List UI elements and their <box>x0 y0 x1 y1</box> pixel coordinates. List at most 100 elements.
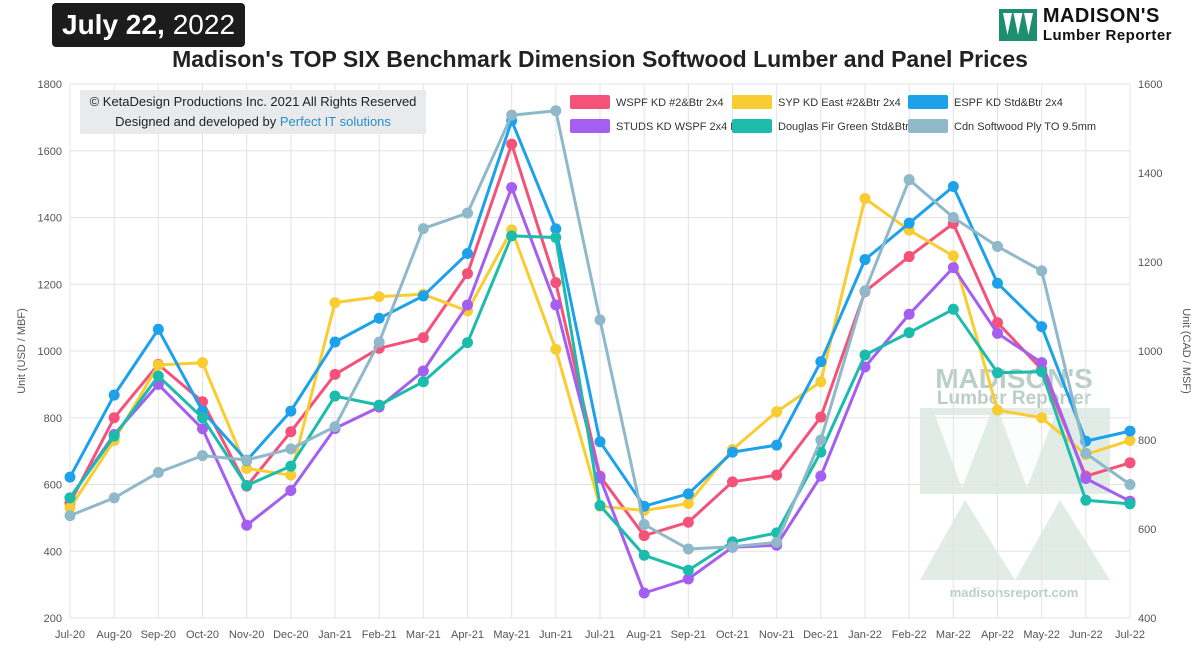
data-point[interactable] <box>197 450 208 462</box>
data-point[interactable] <box>550 232 562 244</box>
data-point[interactable] <box>373 291 385 303</box>
data-point[interactable] <box>285 426 297 438</box>
data-point[interactable] <box>992 327 1003 339</box>
data-point[interactable] <box>285 405 297 417</box>
data-point[interactable] <box>947 250 959 262</box>
data-point[interactable] <box>903 327 915 339</box>
data-point[interactable] <box>903 251 915 263</box>
data-point[interactable] <box>1124 498 1136 510</box>
data-point[interactable] <box>506 109 518 121</box>
data-point[interactable] <box>815 376 827 388</box>
data-point[interactable] <box>417 290 429 302</box>
data-point[interactable] <box>550 105 562 117</box>
data-point[interactable] <box>992 240 1003 252</box>
data-point[interactable] <box>506 181 518 193</box>
data-point[interactable] <box>727 541 738 553</box>
data-point[interactable] <box>550 299 562 311</box>
data-point[interactable] <box>1036 357 1048 369</box>
data-point[interactable] <box>903 308 915 320</box>
data-point[interactable] <box>1124 479 1136 490</box>
data-point[interactable] <box>815 411 827 423</box>
data-point[interactable] <box>197 423 208 435</box>
data-point[interactable] <box>329 390 341 402</box>
data-point[interactable] <box>859 254 871 266</box>
data-point[interactable] <box>329 336 341 348</box>
data-point[interactable] <box>903 174 915 186</box>
legend-item[interactable]: ESPF KD Std&Btr 2x4 <box>908 95 1063 109</box>
data-point[interactable] <box>108 430 120 442</box>
data-point[interactable] <box>550 343 562 355</box>
data-point[interactable] <box>815 470 827 482</box>
data-point[interactable] <box>1124 425 1136 437</box>
data-point[interactable] <box>1036 412 1048 424</box>
data-point[interactable] <box>682 564 694 576</box>
legend-item[interactable]: Cdn Softwood Ply TO 9.5mm <box>908 119 1096 133</box>
data-point[interactable] <box>638 549 650 561</box>
data-point[interactable] <box>64 492 76 504</box>
data-point[interactable] <box>417 365 429 377</box>
data-point[interactable] <box>1080 494 1092 506</box>
data-point[interactable] <box>152 359 164 371</box>
data-point[interactable] <box>947 212 959 223</box>
data-point[interactable] <box>329 297 341 309</box>
data-point[interactable] <box>947 303 959 315</box>
data-point[interactable] <box>771 469 783 481</box>
data-point[interactable] <box>815 356 827 368</box>
data-point[interactable] <box>64 502 76 514</box>
data-point[interactable] <box>506 230 518 242</box>
data-point[interactable] <box>992 277 1003 289</box>
data-point[interactable] <box>771 536 783 548</box>
data-point[interactable] <box>903 217 915 229</box>
data-point[interactable] <box>285 460 297 472</box>
data-point[interactable] <box>682 488 694 500</box>
data-point[interactable] <box>1124 457 1136 469</box>
data-point[interactable] <box>64 471 76 483</box>
data-point[interactable] <box>285 443 297 455</box>
data-point[interactable] <box>152 370 164 382</box>
data-point[interactable] <box>108 412 120 424</box>
data-point[interactable] <box>417 223 429 235</box>
data-point[interactable] <box>1036 321 1048 333</box>
data-point[interactable] <box>108 492 120 504</box>
data-point[interactable] <box>682 516 694 528</box>
data-point[interactable] <box>638 587 650 599</box>
legend-item[interactable]: Douglas Fir Green Std&Btr 2x4 <box>732 119 930 133</box>
data-point[interactable] <box>64 510 76 522</box>
data-point[interactable] <box>992 317 1003 329</box>
data-point[interactable] <box>947 180 959 192</box>
data-point[interactable] <box>373 312 385 324</box>
data-point[interactable] <box>594 314 606 326</box>
data-point[interactable] <box>285 469 297 481</box>
data-point[interactable] <box>1036 265 1048 277</box>
data-point[interactable] <box>815 434 827 446</box>
credit-link[interactable]: Perfect IT solutions <box>279 114 391 129</box>
data-point[interactable] <box>1080 447 1092 459</box>
legend-item[interactable]: SYP KD East #2&Btr 2x4 <box>732 95 901 109</box>
data-point[interactable] <box>417 376 429 388</box>
data-point[interactable] <box>285 485 297 497</box>
data-point[interactable] <box>1036 366 1048 378</box>
data-point[interactable] <box>241 519 253 531</box>
data-point[interactable] <box>462 299 473 311</box>
legend-item[interactable]: STUDS KD WSPF 2x4 PET <box>570 119 752 133</box>
data-point[interactable] <box>771 439 783 451</box>
data-point[interactable] <box>197 357 208 369</box>
data-point[interactable] <box>859 192 871 204</box>
data-point[interactable] <box>947 262 959 274</box>
data-point[interactable] <box>462 248 473 260</box>
data-point[interactable] <box>992 404 1003 416</box>
data-point[interactable] <box>329 421 341 433</box>
data-point[interactable] <box>594 436 606 448</box>
data-point[interactable] <box>462 268 473 280</box>
data-point[interactable] <box>506 138 518 150</box>
data-point[interactable] <box>241 454 253 466</box>
data-point[interactable] <box>329 368 341 380</box>
data-point[interactable] <box>550 277 562 289</box>
data-point[interactable] <box>771 406 783 418</box>
data-point[interactable] <box>152 466 164 478</box>
data-point[interactable] <box>1124 434 1136 446</box>
data-point[interactable] <box>638 530 650 542</box>
data-point[interactable] <box>682 543 694 555</box>
data-point[interactable] <box>859 285 871 297</box>
data-point[interactable] <box>992 367 1003 379</box>
